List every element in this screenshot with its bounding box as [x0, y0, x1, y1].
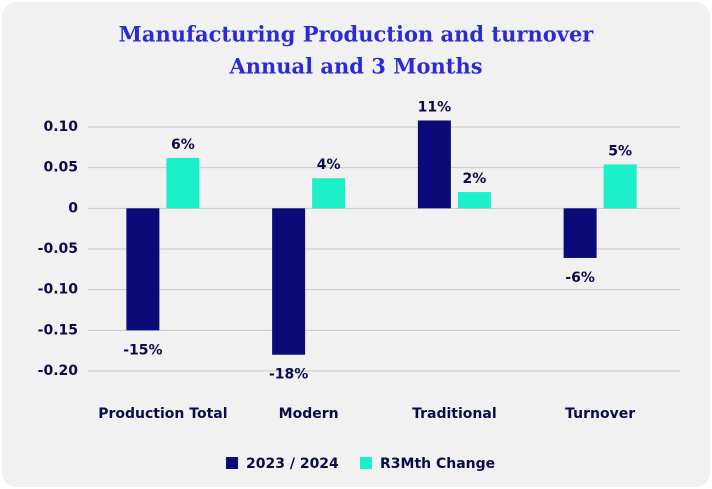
y-tick-label: -0.15 [38, 322, 78, 338]
bar [457, 192, 491, 209]
y-tick-label: -0.05 [38, 241, 78, 257]
bar [312, 178, 346, 209]
data-label: 6% [171, 137, 195, 153]
bar [126, 208, 160, 331]
y-tick-label: -0.20 [38, 363, 79, 379]
chart-subtitle: Annual and 3 Months [228, 54, 482, 79]
y-tick-label: -0.10 [38, 282, 79, 298]
legend-swatch [226, 457, 238, 469]
chart-title: Manufacturing Production and turnover [119, 22, 595, 47]
legend-label: 2023 / 2024 [246, 456, 339, 472]
y-tick-label: 0 [68, 200, 78, 216]
bar [603, 164, 637, 209]
bar [272, 208, 306, 355]
y-tick-label: 0.05 [43, 160, 78, 176]
bar [563, 208, 597, 258]
x-tick-label: Turnover [565, 406, 635, 422]
data-label: 4% [317, 157, 341, 173]
x-tick-label: Traditional [412, 406, 497, 422]
data-label: 2% [462, 171, 486, 187]
bar [417, 120, 451, 209]
x-tick-label: Modern [279, 406, 339, 422]
data-label: -18% [269, 367, 308, 383]
y-tick-label: 0.10 [43, 119, 78, 135]
data-label: 11% [418, 99, 452, 115]
data-label: -6% [565, 270, 595, 286]
bar [166, 157, 200, 209]
data-label: 5% [608, 143, 632, 159]
x-tick-label: Production Total [98, 406, 227, 422]
data-label: -15% [123, 342, 162, 358]
legend-swatch [360, 457, 372, 469]
legend-label: R3Mth Change [380, 456, 495, 472]
